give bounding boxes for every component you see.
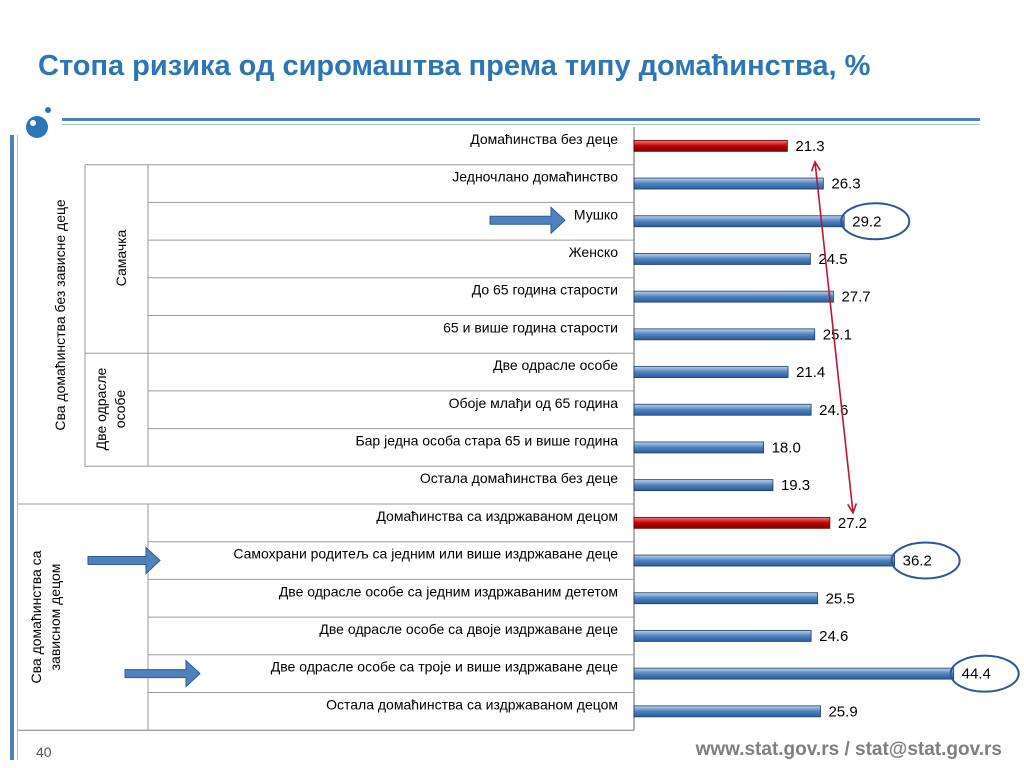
data-label: 25.9 xyxy=(828,703,857,720)
category-label: Мушко xyxy=(574,206,618,222)
category-label: Бар једна особа стара 65 и више година xyxy=(355,432,618,448)
data-label: 36.2 xyxy=(903,553,932,570)
category-label: Обоје млађи од 65 година xyxy=(449,395,619,411)
group-label-outer-top: Сва домаћинства без зависне деце xyxy=(52,199,68,430)
bar xyxy=(633,366,789,378)
data-label: 29.2 xyxy=(852,213,881,230)
pointer-arrow-icon xyxy=(489,206,566,235)
data-label: 21.3 xyxy=(795,138,824,155)
page-title: Стопа ризика од сиромаштва према типу до… xyxy=(38,50,871,82)
comparison-arrowhead-icon xyxy=(810,160,821,172)
category-label: Женско xyxy=(569,244,619,260)
data-label: 27.2 xyxy=(838,515,867,532)
group-label-two-adults-1: Две одрасле xyxy=(93,367,109,450)
pointer-arrow-icon xyxy=(124,659,201,688)
group-label-single: Самачка xyxy=(113,229,129,286)
bar xyxy=(633,441,765,454)
category-label: Домаћинства са издржаваном децом xyxy=(376,508,618,524)
bar xyxy=(633,403,812,416)
highlight-circle xyxy=(890,541,961,580)
bar xyxy=(633,479,774,492)
bar xyxy=(633,667,955,680)
bar xyxy=(633,253,811,265)
comparison-arrowhead-icon xyxy=(847,503,858,515)
highlight-circle xyxy=(949,654,1020,693)
data-label: 26.3 xyxy=(831,176,860,193)
bar xyxy=(633,554,896,567)
bar xyxy=(633,290,834,303)
header-rule-thin xyxy=(62,124,980,125)
data-label: 24.5 xyxy=(818,251,847,268)
data-label: 19.3 xyxy=(781,477,810,494)
pointer-arrow-icon xyxy=(87,546,161,575)
bar xyxy=(633,215,845,228)
data-label: 25.1 xyxy=(823,326,852,343)
category-label: 65 и више година старости xyxy=(443,319,618,335)
page-number: 40 xyxy=(36,744,52,760)
highlight-circle xyxy=(840,202,911,241)
left-accent-bar xyxy=(10,135,14,760)
group-labels: Сва домаћинства без зависне деце Самачка… xyxy=(28,199,129,683)
data-label: 24.6 xyxy=(819,628,848,645)
logo-icon xyxy=(26,107,51,138)
category-label: Две одрасле особе са једним издржаваним … xyxy=(279,583,618,599)
data-label: 24.6 xyxy=(819,402,848,419)
bar xyxy=(633,328,816,341)
data-label: 25.5 xyxy=(826,590,855,607)
category-label: Две одрасле особе xyxy=(493,357,618,373)
header-rule xyxy=(62,118,980,121)
category-label: Две одрасле особе са троје и више издржа… xyxy=(271,659,618,675)
group-label-outer-bottom-1: Сва домаћинства са xyxy=(28,550,44,683)
category-label: Домаћинства без деце xyxy=(470,131,618,147)
comparison-line xyxy=(814,161,854,513)
group-label-two-adults-2: особе xyxy=(112,390,128,429)
data-label: 21.4 xyxy=(796,364,825,381)
category-label: Остала домаћинства са издржаваном децом xyxy=(326,696,618,712)
category-label: Једночлано домаћинство xyxy=(452,169,618,185)
bar xyxy=(633,705,821,718)
bar xyxy=(633,516,831,529)
data-label: 18.0 xyxy=(772,439,801,456)
bar xyxy=(633,630,812,642)
left-accent-bar-thin xyxy=(17,135,18,760)
category-label: Самохрани родитељ са једним или више изд… xyxy=(233,546,618,562)
category-label: Две одрасле особе са двоје издржаване де… xyxy=(319,621,618,637)
data-label: 44.4 xyxy=(962,666,991,683)
table-lines xyxy=(18,127,635,731)
bar xyxy=(633,139,788,152)
footer-url: www.stat.gov.rs / stat@stat.gov.rs xyxy=(695,739,1002,760)
bar xyxy=(633,177,824,190)
data-label: 27.7 xyxy=(841,289,870,306)
category-label: Остала домаћинства без деце xyxy=(420,470,618,486)
category-label: До 65 година старости xyxy=(472,282,618,298)
bar xyxy=(633,592,819,605)
group-label-outer-bottom-2: зависном децом xyxy=(47,564,63,671)
